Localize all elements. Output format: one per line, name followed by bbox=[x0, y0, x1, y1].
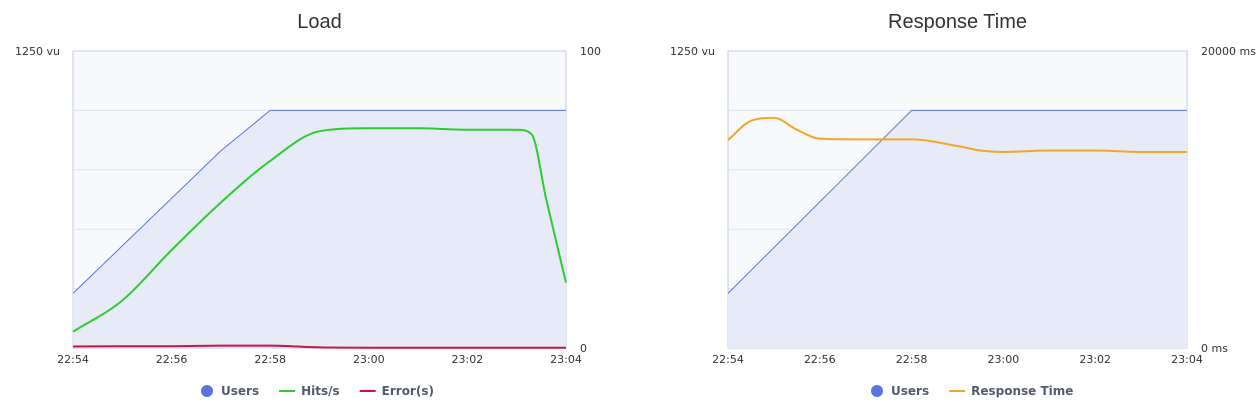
x-tick-label: 22:58 bbox=[254, 353, 286, 366]
legend-item-hits-s[interactable]: Hits/s bbox=[279, 384, 340, 398]
x-tick-label: 23:00 bbox=[988, 353, 1020, 366]
x-tick-label: 23:04 bbox=[550, 353, 582, 366]
x-tick-label: 22:54 bbox=[57, 353, 89, 366]
error-s-series-line bbox=[72, 344, 566, 349]
users-area bbox=[73, 110, 566, 349]
hits-s-series-line bbox=[72, 127, 567, 333]
users-series-line bbox=[727, 109, 1187, 294]
load-chart: Load 22:54 22:56 22:58 23:00 23:02 23:04 1250 v… bbox=[15, 11, 601, 398]
x-tick-label: 22:56 bbox=[156, 353, 188, 366]
y-right-bottom-label: 0 ms bbox=[1201, 342, 1228, 355]
response-time-chart-panel: Response Time 22:54 22:56 22:58 23:00 23:02 23… bbox=[655, 0, 1258, 402]
response-time-series-line bbox=[727, 116, 1187, 153]
legend-marker bbox=[871, 385, 883, 397]
legend: Users Hits/s Error(s) bbox=[201, 384, 434, 398]
y-left-top-label: 1250 vu bbox=[15, 45, 60, 58]
y-right-top-label: 100 bbox=[580, 45, 601, 58]
legend-item-users[interactable]: Users bbox=[871, 384, 929, 398]
y-left-top-label: 1250 vu bbox=[670, 45, 715, 58]
legend-marker bbox=[201, 385, 213, 397]
y-right-top-label: 20000 ms bbox=[1201, 45, 1256, 58]
legend-label: Response Time bbox=[971, 384, 1073, 398]
x-tick-label: 23:02 bbox=[1079, 353, 1111, 366]
x-tick-label: 23:00 bbox=[353, 353, 385, 366]
legend-label: Users bbox=[221, 384, 259, 398]
load-chart-panel: Load 22:54 22:56 22:58 23:00 23:02 23:04 1250 v… bbox=[0, 0, 620, 402]
legend-label: Hits/s bbox=[301, 384, 340, 398]
legend-item-error-s[interactable]: Error(s) bbox=[359, 384, 434, 398]
users-series-line bbox=[72, 109, 566, 294]
y-right-bottom-label: 0 bbox=[580, 342, 587, 355]
users-area bbox=[728, 110, 1187, 349]
legend-item-response-time[interactable]: Response Time bbox=[949, 384, 1073, 398]
x-tick-label: 22:54 bbox=[712, 353, 744, 366]
legend: Users Response Time bbox=[871, 384, 1073, 398]
x-tick-label: 22:58 bbox=[896, 353, 928, 366]
x-tick-label: 23:02 bbox=[452, 353, 484, 366]
x-tick-label: 22:56 bbox=[804, 353, 836, 366]
legend-label: Users bbox=[891, 384, 929, 398]
x-tick-label: 23:04 bbox=[1171, 353, 1203, 366]
chart-title: Load bbox=[297, 11, 342, 33]
chart-title: Response Time bbox=[888, 11, 1027, 33]
response-time-chart: Response Time 22:54 22:56 22:58 23:00 23:02 23… bbox=[670, 11, 1256, 398]
legend-item-users[interactable]: Users bbox=[201, 384, 259, 398]
legend-label: Error(s) bbox=[382, 384, 434, 398]
